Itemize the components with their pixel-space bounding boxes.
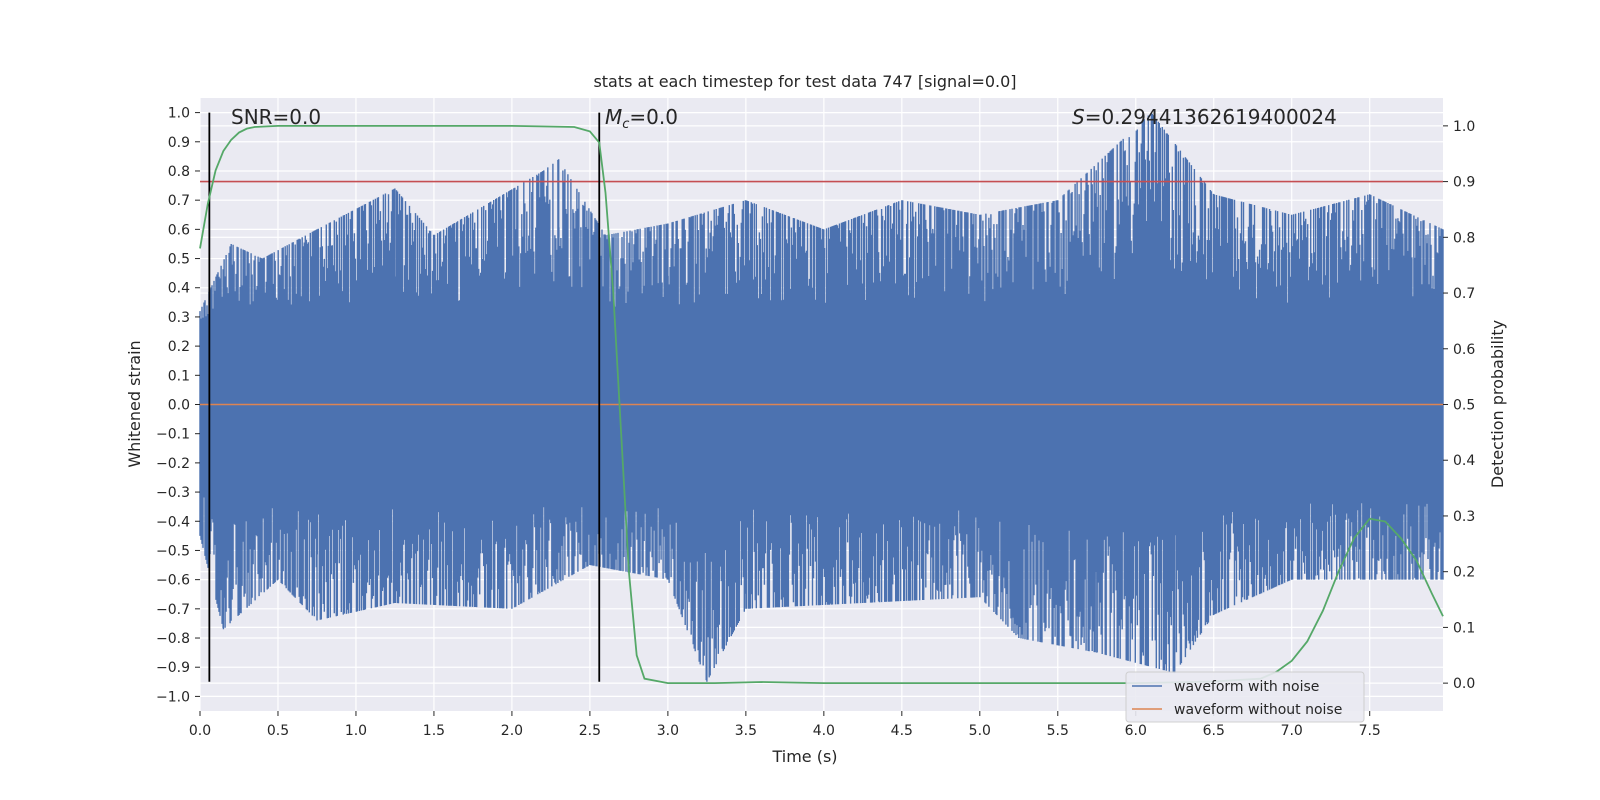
y-tick-label: −1.0 [156, 689, 190, 705]
x-tick-label: 7.0 [1281, 723, 1303, 739]
x-tick-label: 4.0 [813, 723, 835, 739]
x-tick-label: 6.5 [1203, 723, 1225, 739]
y-tick-label: −0.8 [156, 631, 190, 647]
y-tick-label: 0.1 [168, 368, 190, 384]
s-symbol: S [1072, 105, 1085, 129]
x-tick-label: 3.5 [735, 723, 757, 739]
y2-tick-label: 1.0 [1453, 119, 1475, 135]
x-tick-label: 5.0 [969, 723, 991, 739]
y-tick-label: 0.5 [168, 252, 190, 268]
y2-tick-label: 0.9 [1453, 175, 1475, 191]
chart-title: stats at each timestep for test data 747… [593, 72, 1016, 91]
x-tick-label: 0.0 [189, 723, 211, 739]
y-tick-label: 1.0 [168, 106, 190, 122]
y-tick-label: 0.6 [168, 222, 190, 238]
y2-tick-label: 0.4 [1453, 453, 1475, 469]
noise-trace [199, 112, 1444, 682]
probability-trace [199, 124, 1444, 685]
y2-tick-label: 0.5 [1453, 398, 1475, 414]
y2-tick-label: 0.1 [1453, 620, 1475, 636]
legend: waveform with noise waveform without noi… [1125, 671, 1365, 723]
y-tick-label: 0.0 [168, 398, 190, 414]
y-axis-label: Whitened strain [125, 340, 144, 467]
x-tick-label: 4.5 [891, 723, 913, 739]
x-tick-label: 3.0 [657, 723, 679, 739]
series-detection-probability [199, 124, 1444, 685]
y2-tick-label: 0.7 [1453, 286, 1475, 302]
y2-tick-label: 0.3 [1453, 509, 1475, 525]
s-value: =0.29441362619400024 [1085, 105, 1337, 129]
x-tick-label: 1.0 [345, 723, 367, 739]
y-axis-ticks: −1.0 −0.9 −0.8 −0.7 −0.6 −0.5 −0.4 −0.3 −0.2 −0.1… [156, 106, 200, 705]
mc-annotation: Mc=0.0 [605, 105, 678, 132]
y-tick-label: −0.5 [156, 543, 190, 559]
x-tick-label: 2.5 [579, 723, 601, 739]
x-tick-label: 6.0 [1125, 723, 1147, 739]
y-tick-label: −0.3 [156, 485, 190, 501]
mc-symbol: M [605, 105, 622, 129]
y-tick-label: 0.2 [168, 339, 190, 355]
x-tick-label: 1.5 [423, 723, 445, 739]
y-tick-label: 0.7 [168, 193, 190, 209]
y2-axis-ticks: 0.0 0.1 0.2 0.3 0.4 0.5 0.6 0.7 0.8 0.9 1.0 [1443, 119, 1475, 692]
y2-axis-label: Detection probability [1488, 320, 1507, 488]
legend-label-noise: waveform with noise [1174, 679, 1319, 695]
y-tick-label: 0.9 [168, 135, 190, 151]
series-waveform-with-noise [199, 112, 1444, 682]
y-tick-label: −0.4 [156, 514, 190, 530]
legend-label-clean: waveform without noise [1174, 702, 1342, 718]
s-annotation: S=0.29441362619400024 [1072, 105, 1337, 129]
y-tick-label: −0.7 [156, 602, 190, 618]
legend-box [1125, 671, 1365, 723]
y2-tick-label: 0.8 [1453, 230, 1475, 246]
marker-lines [208, 112, 601, 682]
y-tick-label: −0.9 [156, 660, 190, 676]
y-tick-label: 0.8 [168, 164, 190, 180]
y-tick-label: 0.4 [168, 281, 190, 297]
x-tick-label: 2.0 [501, 723, 523, 739]
x-tick-label: 0.5 [267, 723, 289, 739]
y-tick-label: −0.6 [156, 573, 190, 589]
mc-subscript: c [622, 117, 629, 132]
x-tick-label: 7.5 [1359, 723, 1381, 739]
y-tick-label: −0.1 [156, 427, 190, 443]
y2-tick-label: 0.0 [1453, 676, 1475, 692]
mc-value: =0.0 [629, 105, 678, 129]
snr-annotation: SNR=0.0 [231, 105, 321, 129]
y2-tick-label: 0.6 [1453, 342, 1475, 358]
y-tick-label: −0.2 [156, 456, 190, 472]
x-axis-label: Time (s) [771, 747, 837, 766]
y-tick-label: 0.3 [168, 310, 190, 326]
x-tick-label: 5.5 [1047, 723, 1069, 739]
y2-tick-label: 0.2 [1453, 565, 1475, 581]
